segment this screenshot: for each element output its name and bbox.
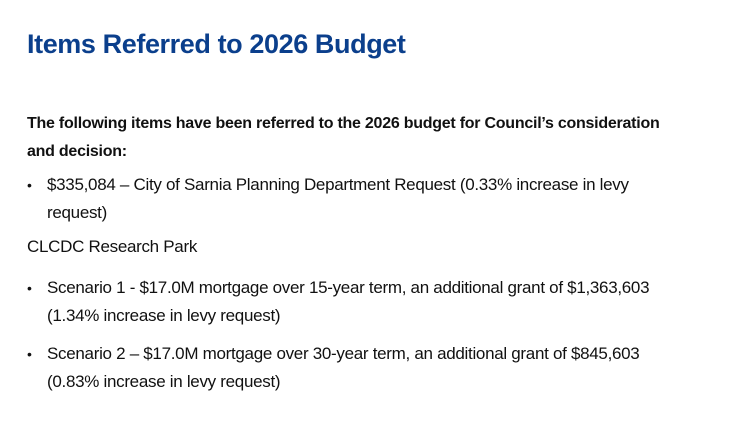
list-item-scenario-2: • Scenario 2 – $17.0M mortgage over 30-y…	[27, 340, 697, 396]
list-item-scenario-1: • Scenario 1 - $17.0M mortgage over 15-y…	[27, 274, 697, 330]
intro-text: The following items have been referred t…	[27, 115, 660, 160]
list-item-text: Scenario 2 – $17.0M mortgage over 30-yea…	[47, 344, 640, 391]
slide-title: Items Referred to 2026 Budget	[27, 29, 406, 59]
section-heading: CLCDC Research Park	[27, 237, 198, 256]
bullet-icon: •	[27, 280, 32, 296]
list-item-text: $335,084 – City of Sarnia Planning Depar…	[47, 175, 629, 222]
list-item-planning-request: • $335,084 – City of Sarnia Planning Dep…	[27, 171, 697, 227]
bullet-icon: •	[27, 177, 32, 193]
list-item-text: Scenario 1 - $17.0M mortgage over 15-yea…	[47, 278, 650, 325]
bullet-icon: •	[27, 346, 32, 362]
